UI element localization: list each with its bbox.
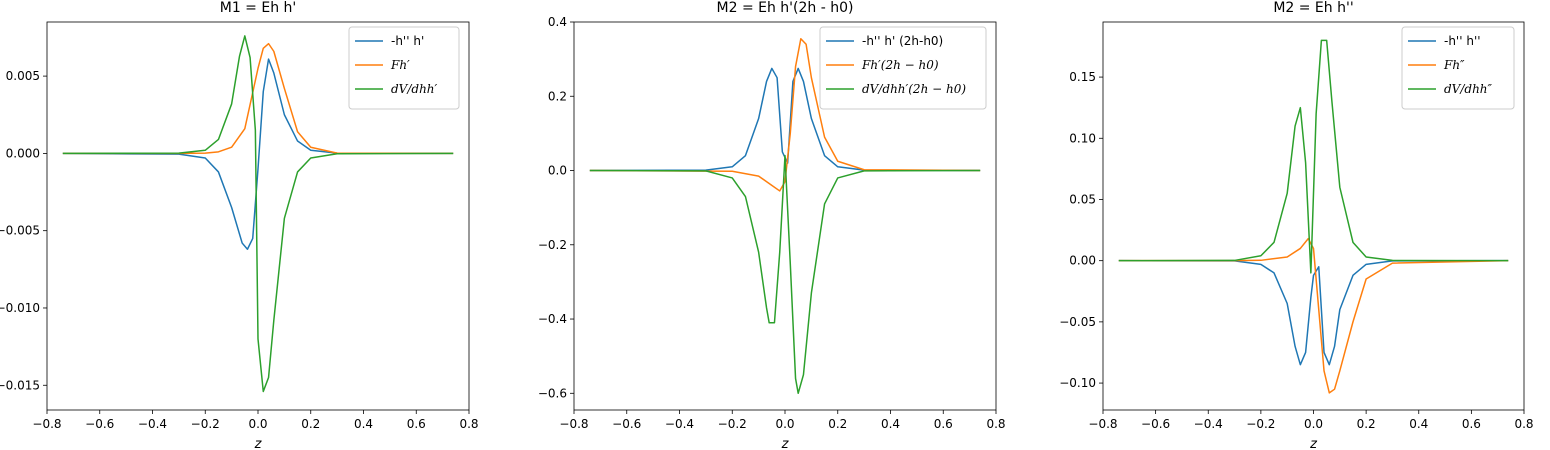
legend-label: Fh′ [390,58,410,72]
legend-label: -h'' h' [391,34,424,48]
x-tick-label: 0.8 [459,417,478,431]
series-line-3-3 [1118,39,1509,274]
legend-label: -h'' h' (2h-h0) [862,34,943,48]
chart-title: M2 = Eh h'(2h - h0) [717,0,854,16]
y-tick-label: 0.4 [548,15,567,29]
x-tick-label: 0.6 [407,417,426,431]
chart-title: M2 = Eh h'' [1273,0,1353,16]
y-tick-label: 0.0 [548,164,567,178]
x-axis-label: z [1309,437,1318,450]
x-tick-label: −0.4 [665,417,694,431]
y-tick-label: −0.2 [538,238,567,252]
y-tick-label: 0.05 [1069,192,1096,206]
y-tick-label: −0.05 [1059,315,1096,329]
series-line-1-3 [62,35,454,393]
y-tick-label: 0.000 [6,146,40,160]
x-tick-label: −0.2 [1246,417,1275,431]
series-line-1-2 [62,42,454,155]
x-axis-label: z [254,437,263,450]
x-tick-label: −0.2 [718,417,747,431]
x-tick-label: −0.8 [1088,417,1117,431]
x-tick-label: 0.0 [248,417,267,431]
legend-box [819,26,987,110]
x-tick-label: 0.2 [828,417,847,431]
y-tick-label: −0.005 [0,224,40,238]
legend-label: -h'' h'' [1444,34,1481,48]
x-tick-label: −0.4 [1194,417,1223,431]
x-tick-label: 0.2 [301,417,320,431]
x-tick-label: −0.6 [85,417,114,431]
legend-label: dV/dhh′ [391,82,438,96]
legend-label: dV/dhh′(2h − h0) [862,82,966,96]
x-tick-label: 0.8 [1514,417,1533,431]
x-tick-label: 0.6 [934,417,953,431]
legend-label: dV/dhh″ [1444,82,1493,96]
x-tick-label: 0.0 [1304,417,1323,431]
chart-panel-1: −0.8 −0.6 −0.4 −0.2 0.0 0.2 0.4 0.6 0.8 0.005 0.00… [0,0,479,450]
x-tick-label: 0.8 [986,417,1005,431]
series-line-3-1 [1118,259,1509,366]
y-tick-label: 0.005 [6,69,40,83]
y-tick-label: 0.15 [1069,70,1096,84]
x-tick-label: 0.4 [881,417,900,431]
legend: -h'' h' Fh′ dV/dhh′ [348,26,460,110]
x-tick-label: 0.0 [775,417,794,431]
y-tick-label: −0.015 [0,378,40,392]
x-tick-label: 0.6 [1462,417,1481,431]
y-tick-label: −0.010 [0,301,40,315]
x-tick-label: −0.6 [612,417,641,431]
chart-title: M1 = Eh h' [220,0,297,16]
legend-label: Fh′(2h − h0) [861,58,939,72]
legend: -h'' h'' Fh″ dV/dhh″ [1401,26,1515,110]
y-tick-label: −0.6 [538,386,567,400]
series-line-1-1 [62,58,454,250]
y-tick-label: 0.00 [1069,254,1096,268]
y-tick-label: −0.10 [1059,376,1096,390]
x-tick-label: −0.8 [559,417,588,431]
series-line-2-3 [589,154,981,395]
legend: -h'' h' (2h-h0) Fh′(2h − h0) dV/dhh′(2h − … [819,26,987,110]
series-line-2-2 [589,37,981,192]
x-tick-label: 0.4 [1409,417,1428,431]
chart-panel-3: −0.8 −0.6 −0.4 −0.2 0.0 0.2 0.4 0.6 0.8 0.15 0.10 0… [1059,0,1533,450]
x-tick-label: −0.6 [1141,417,1170,431]
x-tick-label: 0.2 [1357,417,1376,431]
x-tick-label: −0.8 [32,417,61,431]
y-tick-label: −0.4 [538,312,567,326]
y-tick-label: 0.10 [1069,131,1096,145]
series-line-3-2 [1118,237,1509,394]
x-tick-label: −0.2 [191,417,220,431]
x-tick-label: −0.4 [138,417,167,431]
legend-label: Fh″ [1443,58,1465,72]
x-axis-label: z [781,437,790,450]
chart-panel-2: −0.8 −0.6 −0.4 −0.2 0.0 0.2 0.4 0.6 0.8 0.4 0.2 0.0… [538,0,1006,450]
y-tick-label: 0.2 [548,89,567,103]
x-tick-label: 0.4 [354,417,373,431]
